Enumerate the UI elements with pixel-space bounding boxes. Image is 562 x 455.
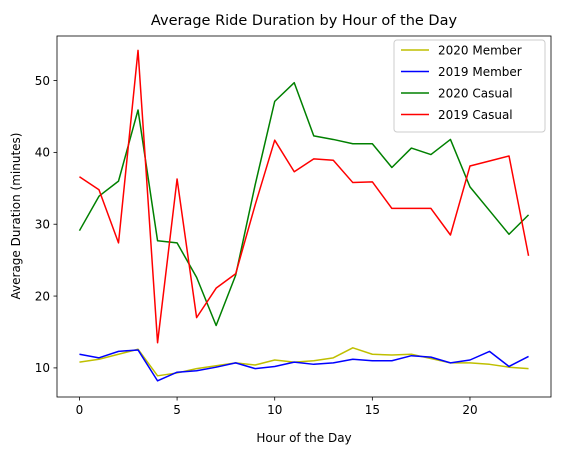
legend: 2020 Member 2019 Member 2020 Casual 2019 Ca… xyxy=(394,40,545,132)
chart-title: Average Ride Duration by Hour of the Day xyxy=(151,13,458,29)
x-tick-label: 0 xyxy=(76,403,84,417)
x-tick-label: 15 xyxy=(365,403,380,417)
y-tick-label: 40 xyxy=(35,146,50,160)
legend-label: 2020 Casual xyxy=(438,86,513,100)
x-axis-label: Hour of the Day xyxy=(256,431,351,445)
y-tick-label: 30 xyxy=(35,218,50,232)
legend-label: 2020 Member xyxy=(438,43,522,57)
y-tick-label: 10 xyxy=(35,361,50,375)
legend-label: 2019 Casual xyxy=(438,108,513,122)
x-tick-label: 5 xyxy=(173,403,181,417)
x-tick-label: 10 xyxy=(267,403,282,417)
y-tick-label: 20 xyxy=(35,289,50,303)
legend-label: 2019 Member xyxy=(438,65,522,79)
y-axis-label: Average Duration (minutes) xyxy=(9,133,23,300)
y-tick-label: 50 xyxy=(35,74,50,88)
series-line-1 xyxy=(79,350,528,381)
x-tick-label: 20 xyxy=(462,403,477,417)
